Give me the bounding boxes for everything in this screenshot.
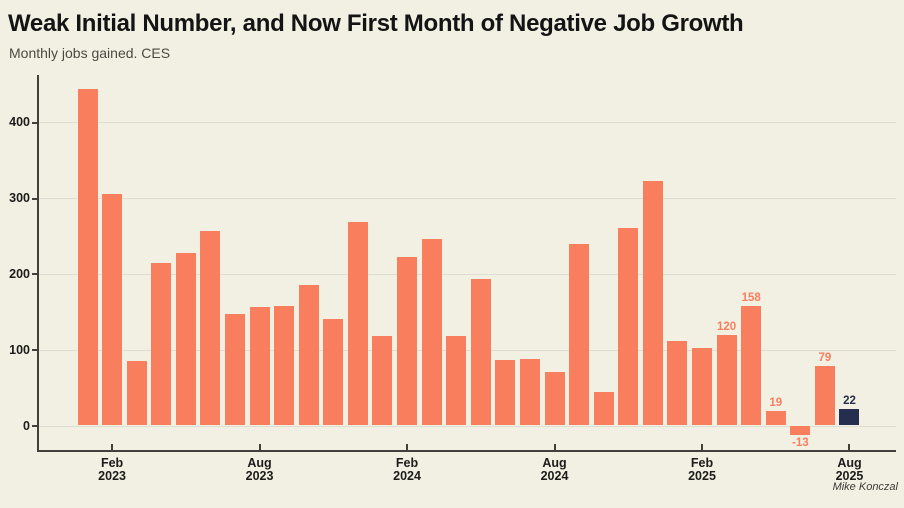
x-axis-tick-aug-2025 xyxy=(848,444,851,450)
gridline-300 xyxy=(37,198,896,200)
bar-jul-2024 xyxy=(519,358,540,426)
x-axis-label-feb-2024: Feb 2024 xyxy=(393,456,421,483)
bar-mar-2023 xyxy=(126,361,147,426)
bar-jul-2023 xyxy=(224,314,245,426)
bar-aug-2024 xyxy=(544,371,565,426)
x-axis-tick-feb-2025 xyxy=(701,444,703,450)
bar-sep-2024 xyxy=(569,243,590,426)
bar-apr-2023 xyxy=(151,262,172,426)
bar-nov-2023 xyxy=(323,318,344,426)
x-axis-line xyxy=(37,450,896,452)
bar-value-label-mar-2025: 120 xyxy=(716,320,737,333)
bar-jan-2025 xyxy=(667,341,688,426)
x-axis-label-feb-2025: Feb 2025 xyxy=(688,456,716,483)
bar-mar-2024 xyxy=(421,239,442,426)
bar-may-2023 xyxy=(175,253,196,426)
y-axis-label-100: 100 xyxy=(9,342,30,357)
bar-dec-2023 xyxy=(347,221,368,426)
bar-jun-2023 xyxy=(200,230,221,426)
bar-oct-2024 xyxy=(593,392,614,426)
gridline-400 xyxy=(37,122,896,124)
x-axis-tick-feb-2023 xyxy=(111,444,114,450)
bar-jan-2024 xyxy=(372,336,393,426)
bar-aug-2023 xyxy=(249,307,270,426)
x-axis-tick-feb-2024 xyxy=(406,444,409,450)
bar-nov-2024 xyxy=(618,227,639,426)
bar-value-label-aug-2025: 22 xyxy=(843,394,856,407)
x-axis-label-aug-2023: Aug 2023 xyxy=(245,456,274,483)
bar-may-2024 xyxy=(470,279,491,426)
bar-feb-2024 xyxy=(397,257,418,426)
bar-feb-2025 xyxy=(692,348,712,426)
y-axis-tick-100 xyxy=(32,349,37,352)
bar-sep-2023 xyxy=(274,306,295,426)
bar-may-2025 xyxy=(765,411,786,426)
bar-jul-2025 xyxy=(814,365,835,426)
y-axis-label-200: 200 xyxy=(9,266,30,281)
gridline-0 xyxy=(37,425,896,427)
y-axis-tick-400 xyxy=(32,121,37,124)
x-axis-tick-aug-2023 xyxy=(258,444,261,450)
bar-value-label-may-2025: 19 xyxy=(769,397,783,410)
bar-jan-2023 xyxy=(77,88,98,426)
bar-aug-2025 xyxy=(839,408,860,426)
bar-mar-2025 xyxy=(716,334,737,426)
chart-title: Weak Initial Number, and Now First Month… xyxy=(8,10,744,37)
y-axis-tick-200 xyxy=(32,273,37,276)
bar-value-label-jul-2025: 79 xyxy=(818,351,832,364)
y-axis-label-400: 400 xyxy=(9,115,30,130)
gridline-100 xyxy=(37,349,896,351)
x-axis-label-aug-2025: Aug 2025 xyxy=(835,456,864,483)
y-axis-line xyxy=(37,75,39,452)
bar-jun-2024 xyxy=(495,359,516,426)
y-axis-label-0: 0 xyxy=(23,418,30,433)
bar-apr-2024 xyxy=(446,336,467,426)
y-axis-label-300: 300 xyxy=(9,191,30,206)
credit-byline: Mike Konczal xyxy=(832,481,898,493)
y-axis-tick-300 xyxy=(32,197,37,200)
bar-dec-2024 xyxy=(642,180,663,426)
y-axis-tick-0 xyxy=(32,425,37,427)
x-axis-label-aug-2024: Aug 2024 xyxy=(540,456,569,483)
x-axis-tick-aug-2024 xyxy=(553,444,556,450)
chart-subtitle: Monthly jobs gained. CES xyxy=(9,45,171,61)
bar-value-label-apr-2025: 158 xyxy=(741,291,761,304)
bar-value-label-jun-2025: -13 xyxy=(792,437,809,450)
bar-oct-2023 xyxy=(298,285,319,426)
bar-feb-2023 xyxy=(102,193,123,426)
x-axis-label-feb-2023: Feb 2023 xyxy=(98,456,126,483)
gridline-200 xyxy=(37,273,896,275)
bar-apr-2025 xyxy=(741,305,762,426)
bar-jun-2025 xyxy=(790,425,811,436)
